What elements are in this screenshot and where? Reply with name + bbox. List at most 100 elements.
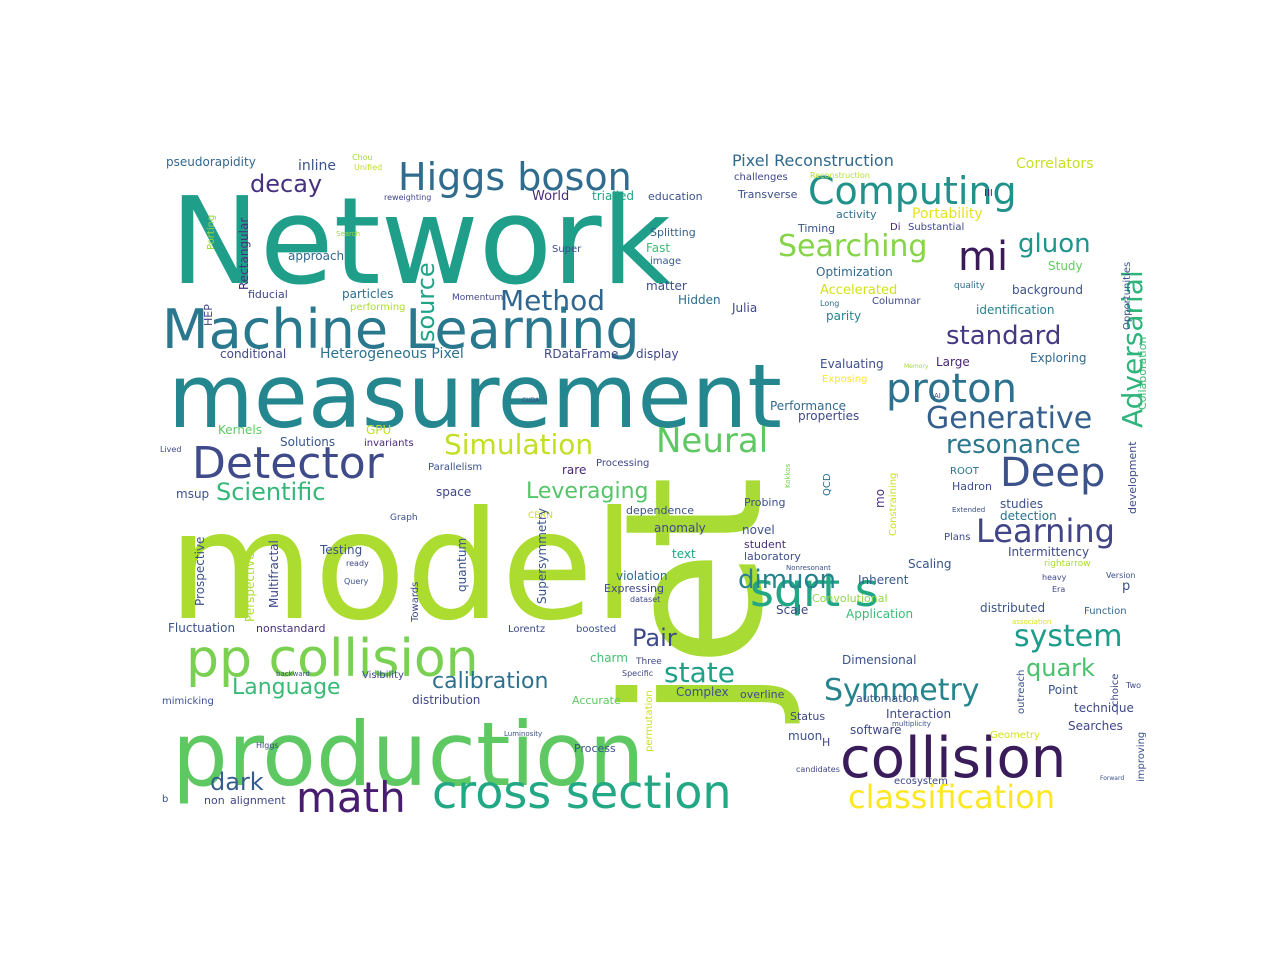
word: dependence [626,504,694,517]
word: Learning [976,512,1115,550]
word: automation [856,692,919,705]
word: Dimensional [842,653,916,667]
word: Momentum [452,293,503,303]
word: Query [344,577,369,586]
word: Portability [912,206,983,222]
word: software [850,723,902,737]
word: msup [176,487,209,501]
word: Supersymmetry [535,508,549,604]
word: production [172,703,645,806]
word: Pixel Reconstruction [732,151,894,170]
word: Study [1048,259,1083,273]
word: Probing [744,496,785,509]
word: Process [574,742,616,755]
word: collision [840,726,1066,791]
word: World [532,189,569,204]
word: Di [890,222,900,233]
word: measurement [168,345,782,448]
word: heavy [1042,573,1067,582]
word: identification [976,303,1054,317]
word: Version [1106,571,1135,580]
word: approach [288,249,344,263]
word: RDataFrame [544,347,618,361]
word: Computing [808,169,1017,213]
word: Leveraging [526,479,648,504]
word: Timing [797,222,835,235]
word: sqrt s [750,563,879,617]
word: Processing [596,458,649,469]
word: image [650,256,681,267]
word: outreach [1016,670,1027,714]
word: Nonresonant [786,564,831,572]
word: Method [500,284,605,317]
word: system [1014,619,1122,654]
word: Point [1048,683,1078,697]
word: Two [1125,681,1141,690]
word: Network [170,173,672,312]
word: quantum [455,538,469,592]
word: Optimization [816,265,893,279]
word: novel [742,523,775,537]
word: Accelerated [820,283,897,298]
word: Luminosity [504,730,542,738]
word: Plans [944,532,970,543]
word: AI [934,392,941,400]
word: Higgs boson [398,155,632,199]
word: Performance [770,399,846,413]
word: non [204,794,225,807]
word: quality [954,281,985,291]
word: Super [552,244,582,255]
word: Machine Learning [162,298,640,361]
word: ready [346,559,369,568]
word: Pair [632,624,677,652]
word: mi [958,234,1008,280]
word: improving [1136,732,1147,782]
word: classification [848,778,1055,816]
word: state [664,656,735,689]
word: display [636,347,679,361]
word: Towards [410,582,421,623]
word: challenges [734,172,788,183]
word: reweighting [384,193,431,202]
word: Accurate [572,694,621,707]
word: Hidden [678,293,721,307]
word: Graph [390,513,418,523]
word: matter [646,279,687,293]
word: gluon [1018,229,1091,259]
word: Searches [1068,719,1123,733]
word: Deep [1000,450,1105,496]
word: Simulation [444,428,593,461]
word: Geometry [990,730,1040,741]
word: particles [342,287,394,301]
word: Porting [206,215,217,250]
word: choice [1110,674,1121,706]
word: Kokkos [784,463,792,488]
word: Fast [646,241,670,255]
word: conditional [220,347,286,361]
word: Adversarial [1116,270,1149,428]
word: association [1012,618,1051,626]
word: Unified [354,163,382,172]
word: student [744,538,787,551]
word: nonstandard [256,622,325,635]
word: development [1126,441,1139,514]
word: HEP [202,304,215,326]
word: candidates [796,765,840,774]
word: mo [873,489,887,508]
word: p [1122,579,1130,594]
word: Expressing [604,582,664,595]
word: ecosystem [894,776,948,787]
word: invariants [364,438,414,449]
word: properties [798,409,859,423]
word: quark [1026,654,1095,682]
word: Searching [778,229,927,264]
word: distributed [980,601,1045,615]
word: cross section [432,765,732,819]
word: Specific [622,669,653,678]
word: ROOT [950,466,980,477]
word: performing [350,302,405,313]
word: Correlators [1016,156,1094,172]
word: Exploring [1030,351,1086,365]
word: Complex [676,685,729,699]
word: Application [846,607,913,621]
